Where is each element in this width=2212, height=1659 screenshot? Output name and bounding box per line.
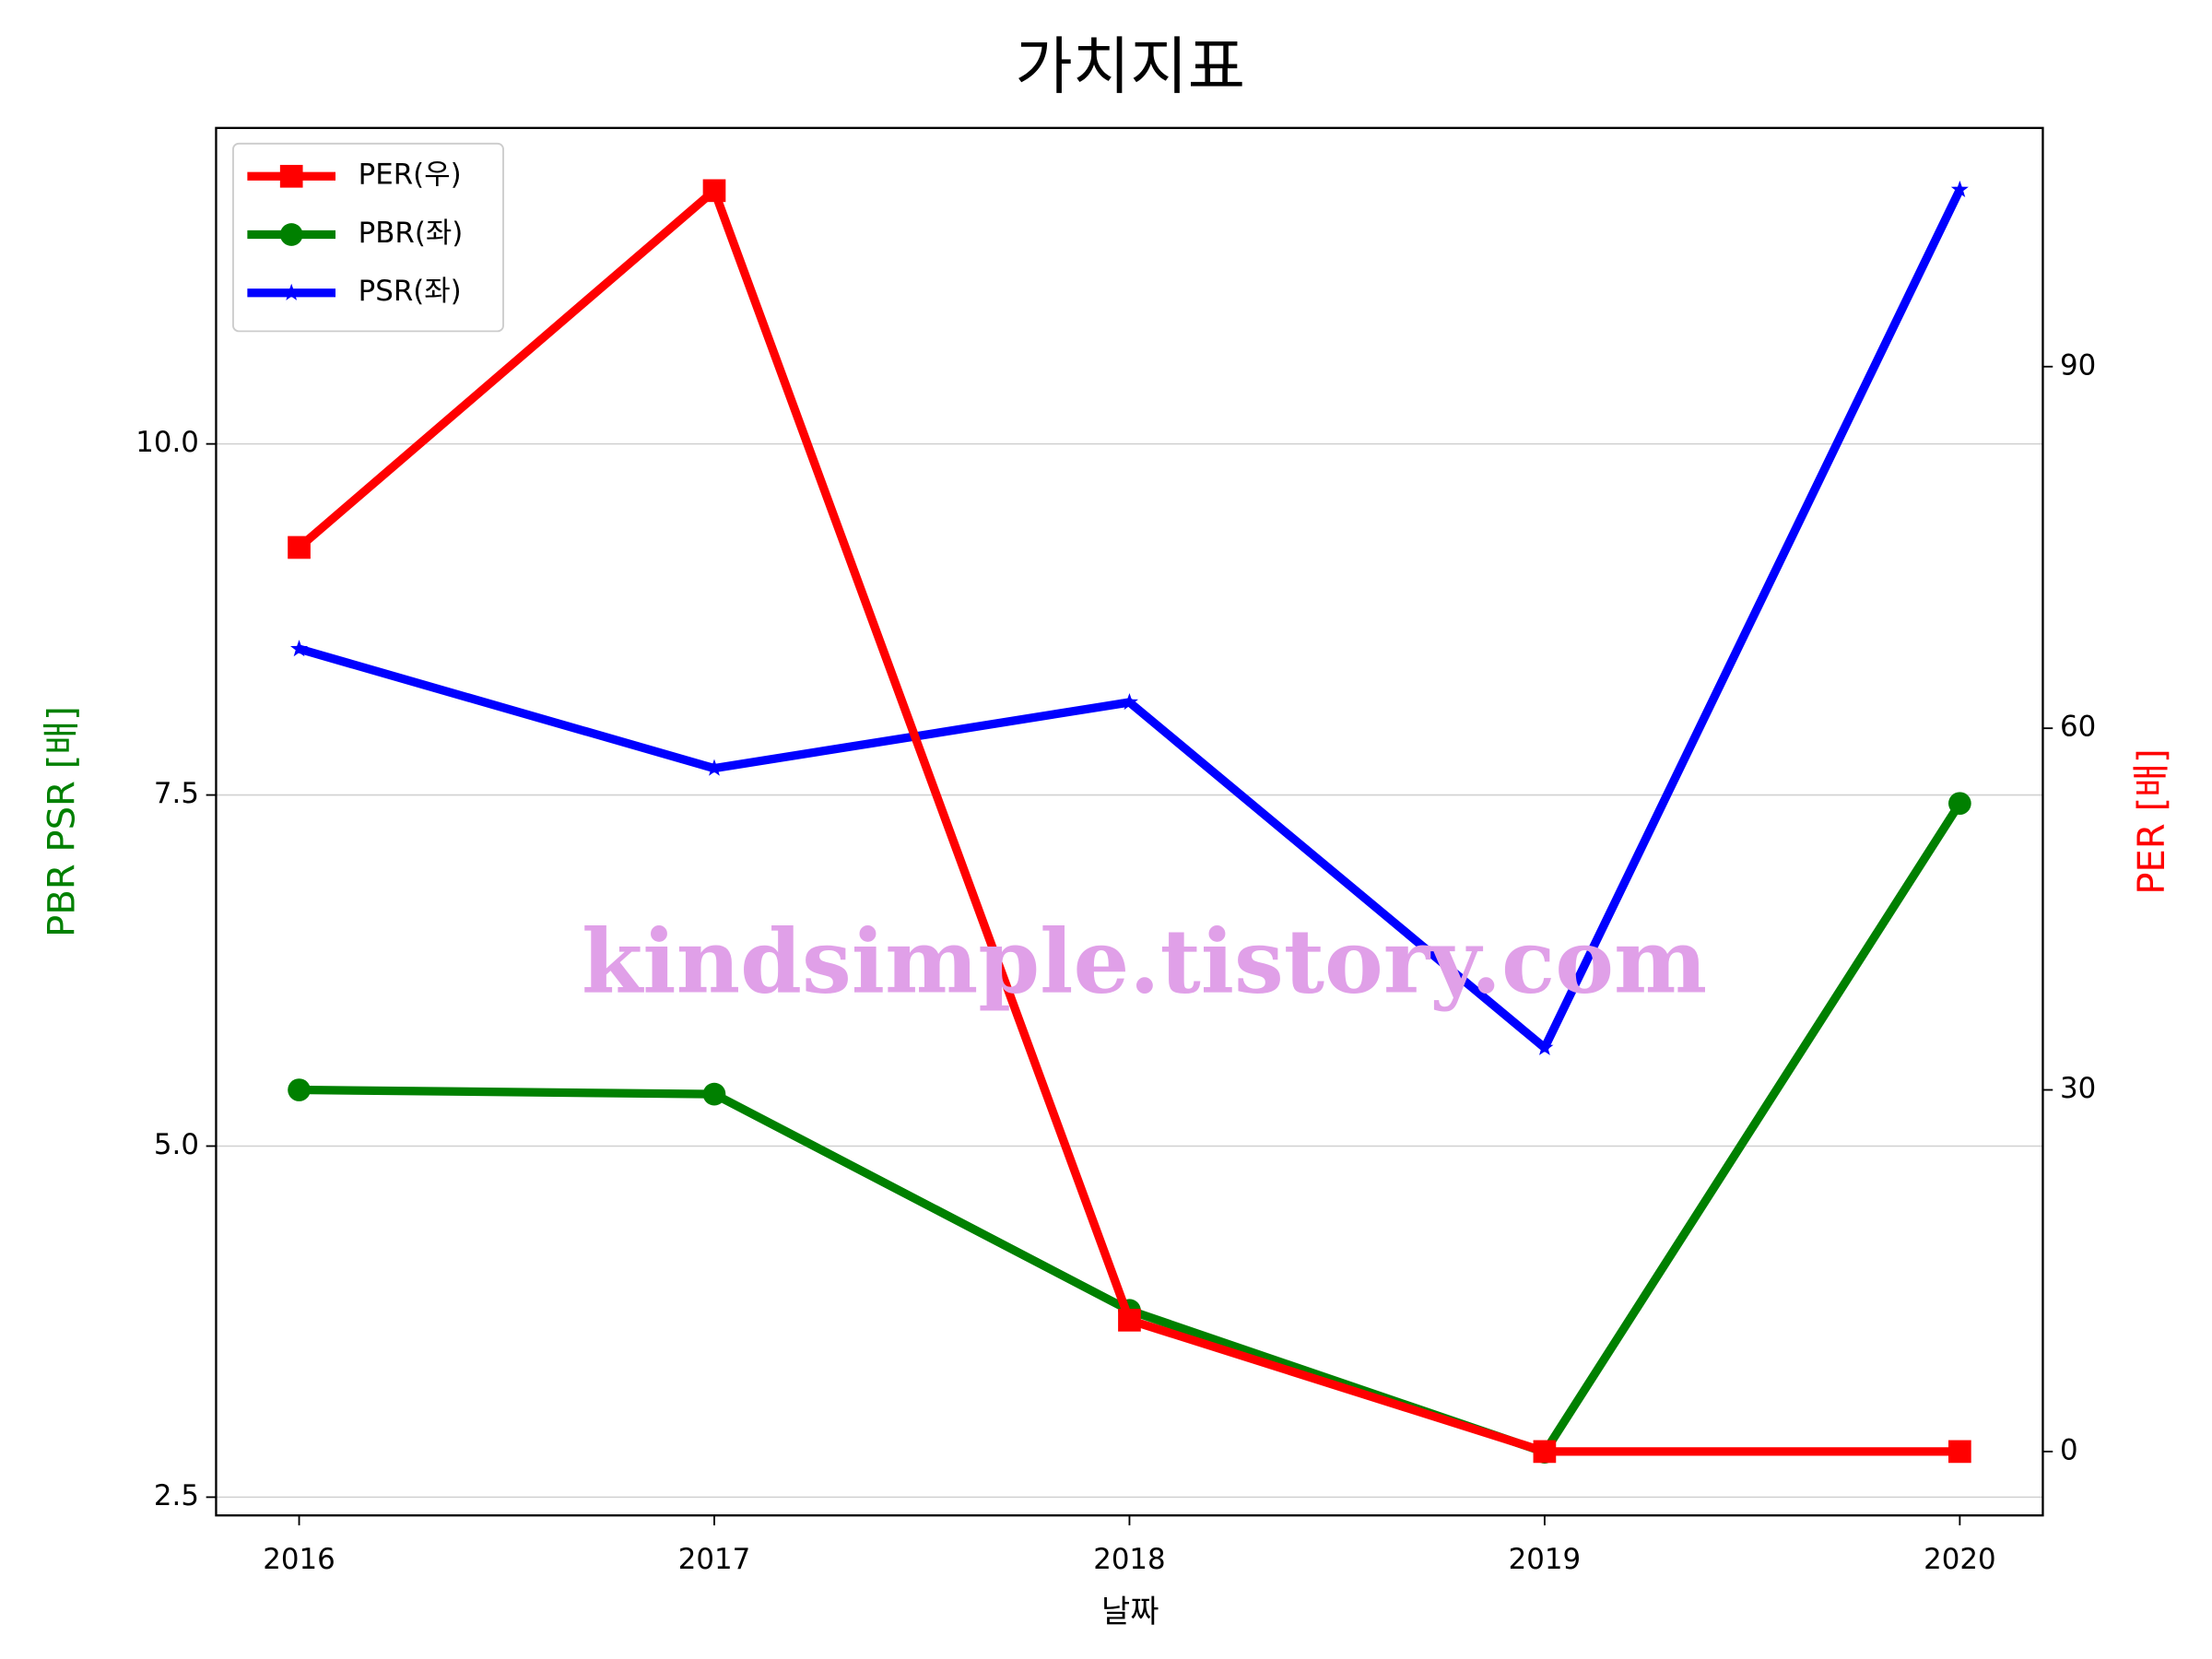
y2-tick-label: 30 xyxy=(2060,1072,2096,1105)
y2-tick-label: 90 xyxy=(2060,348,2096,382)
marker xyxy=(288,535,311,559)
legend-label: PSR(좌) xyxy=(359,275,462,308)
x-tick-label: 2019 xyxy=(1509,1543,1581,1576)
y2-tick-label: 0 xyxy=(2060,1433,2078,1466)
marker xyxy=(1948,1440,1971,1464)
legend-label: PER(우) xyxy=(359,159,462,192)
marker xyxy=(702,1082,726,1106)
y-tick-label: 2.5 xyxy=(154,1479,199,1512)
marker xyxy=(1535,1038,1554,1055)
marker xyxy=(705,759,724,776)
marker xyxy=(290,640,309,657)
marker xyxy=(279,223,303,246)
marker xyxy=(1950,180,1969,197)
marker xyxy=(1120,692,1138,711)
legend-box xyxy=(232,142,504,333)
chart-title: 가치지표 xyxy=(1015,31,1245,104)
legend: PER(우) PBR(좌) PSR(좌) xyxy=(232,142,504,333)
marker xyxy=(702,179,726,203)
y2-tick-label: 60 xyxy=(2060,711,2096,744)
watermark: kindsimple.tistory.com xyxy=(582,910,1707,1014)
marker xyxy=(279,164,303,188)
marker xyxy=(1948,792,1971,816)
y-tick-label: 7.5 xyxy=(154,777,199,810)
y-axis-label: PBR PSR [배] xyxy=(41,706,83,937)
x-tick-label: 2018 xyxy=(1093,1543,1165,1576)
marker xyxy=(288,1078,311,1101)
y2-axis-label: PER [배] xyxy=(2131,748,2173,894)
plot-frame xyxy=(215,126,2044,1517)
marker xyxy=(1533,1440,1557,1464)
marker xyxy=(282,283,300,300)
x-tick-label: 2020 xyxy=(1924,1543,1995,1576)
y-tick-label: 10.0 xyxy=(135,426,199,459)
legend-label: PBR(좌) xyxy=(359,217,464,250)
x-tick-label: 2017 xyxy=(678,1543,750,1576)
marker xyxy=(1118,1308,1141,1332)
x-axis-label: 날짜 xyxy=(1101,1594,1159,1630)
y-tick-label: 5.0 xyxy=(154,1128,199,1161)
x-tick-label: 2016 xyxy=(263,1543,335,1576)
